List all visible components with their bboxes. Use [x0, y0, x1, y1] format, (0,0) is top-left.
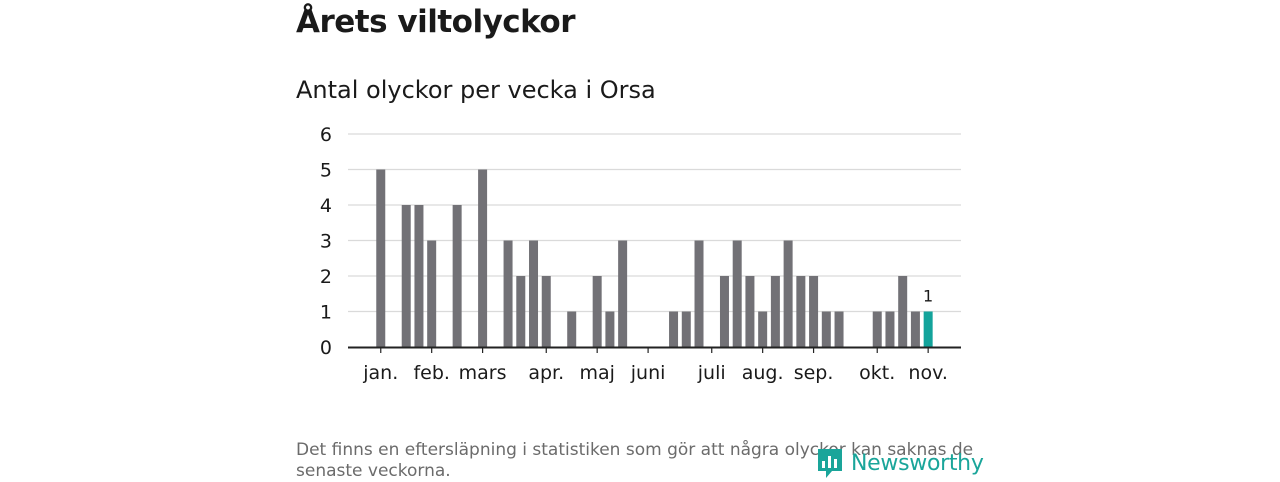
chart-title: Årets viltolyckor	[296, 4, 576, 40]
x-tick-label: sep.	[794, 362, 834, 384]
bar	[669, 311, 679, 347]
bar	[681, 311, 691, 347]
bar	[592, 276, 602, 347]
y-tick-label: 6	[320, 124, 332, 146]
bar-chart: 0 1 2 3 4 5 6 1 jan. feb. mars apr. maj juni juli aug. s…	[320, 124, 961, 384]
bar-data-label: 1	[923, 287, 933, 306]
x-tick-label: okt.	[859, 362, 895, 384]
bar	[834, 311, 844, 347]
y-tick-label: 2	[320, 266, 332, 288]
y-tick-label: 3	[320, 231, 332, 253]
bar	[376, 169, 386, 347]
x-tick-label: jan.	[362, 362, 398, 384]
bar	[516, 276, 526, 347]
bar	[821, 311, 831, 347]
x-tick-label: juli	[697, 362, 726, 384]
bar	[427, 240, 437, 347]
bar	[719, 276, 729, 347]
bar	[605, 311, 615, 347]
x-tick-label: aug.	[742, 362, 784, 384]
y-tick-label: 4	[320, 195, 332, 217]
bar	[567, 311, 577, 347]
newsworthy-logo-icon	[818, 449, 842, 478]
bar	[694, 240, 704, 347]
bar	[478, 169, 488, 347]
bar	[732, 240, 742, 347]
x-tick-label: mars	[459, 362, 507, 384]
bar	[745, 276, 755, 347]
x-tick-label: juni	[630, 362, 666, 384]
chart-subtitle: Antal olyckor per vecka i Orsa	[296, 76, 656, 104]
x-tick-label: maj	[579, 362, 614, 384]
x-tick-label: apr.	[528, 362, 564, 384]
bar	[796, 276, 806, 347]
bar	[529, 240, 539, 347]
y-tick-label: 5	[320, 160, 332, 182]
bar	[401, 205, 411, 347]
x-tick-label: nov.	[908, 362, 947, 384]
bar	[414, 205, 424, 347]
bar	[898, 276, 908, 347]
bar	[885, 311, 895, 347]
bar	[618, 240, 628, 347]
footnote: Det finns en eftersläpning i statistiken…	[296, 440, 974, 481]
bar	[809, 276, 819, 347]
y-tick-label: 1	[320, 302, 332, 324]
y-tick-label: 0	[320, 337, 332, 359]
newsworthy-logo: Newsworthy	[815, 446, 984, 480]
bar	[503, 240, 513, 347]
bar	[758, 311, 768, 347]
bar	[541, 276, 551, 347]
newsworthy-logo-text: Newsworthy	[851, 450, 984, 476]
bar	[872, 311, 882, 347]
bar	[770, 276, 780, 347]
bar	[452, 205, 462, 347]
bar-highlight	[923, 311, 933, 347]
bar	[910, 311, 920, 347]
bar	[783, 240, 793, 347]
x-tick-label: feb.	[413, 362, 449, 384]
